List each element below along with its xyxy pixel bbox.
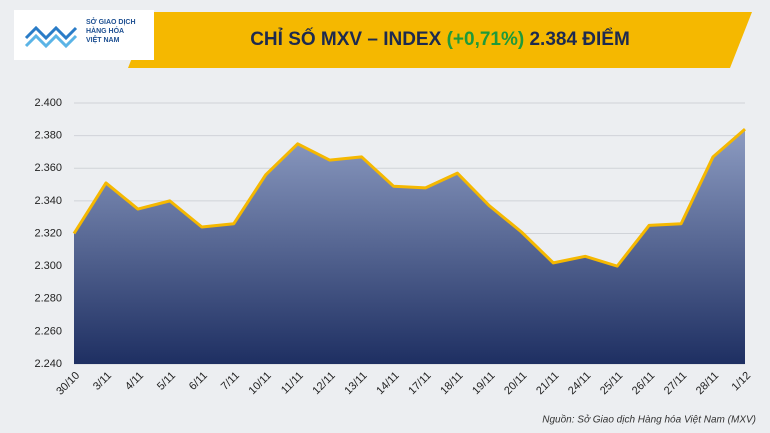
y-tick-label: 2.400 xyxy=(34,97,62,109)
x-tick-label: 21/11 xyxy=(534,370,561,397)
x-tick-label: 26/11 xyxy=(630,370,657,397)
y-tick-label: 2.360 xyxy=(34,162,62,174)
y-tick-label: 2.240 xyxy=(34,358,62,370)
area-fill xyxy=(74,129,745,364)
x-tick-label: 1/12 xyxy=(730,370,754,394)
title-text: CHỈ SỐ MXV – INDEX xyxy=(250,28,441,50)
x-tick-label: 5/11 xyxy=(155,370,178,393)
x-tick-label: 4/11 xyxy=(123,370,146,393)
x-tick-label: 24/11 xyxy=(566,370,593,397)
x-tick-label: 7/11 xyxy=(219,370,242,393)
y-tick-label: 2.320 xyxy=(34,227,62,239)
x-tick-label: 17/11 xyxy=(406,370,433,397)
logo-text: VIỆT NAM xyxy=(86,35,120,44)
title-value: 2.384 ĐIỂM xyxy=(529,28,629,50)
logo-icon xyxy=(24,25,78,49)
title-change: (+0,71%) xyxy=(447,29,525,50)
x-tick-label: 20/11 xyxy=(502,370,529,397)
x-tick-label: 11/11 xyxy=(279,370,306,397)
x-tick-label: 10/11 xyxy=(247,370,274,397)
y-tick-label: 2.380 xyxy=(34,130,62,142)
logo-text: SỞ GIAO DỊCH xyxy=(86,17,136,26)
x-tick-label: 13/11 xyxy=(342,370,369,397)
x-tick-label: 28/11 xyxy=(694,370,721,397)
y-tick-label: 2.260 xyxy=(34,325,62,337)
x-tick-label: 19/11 xyxy=(470,370,497,397)
x-tick-label: 14/11 xyxy=(374,370,401,397)
source-note: Nguồn: Sở Giao dịch Hàng hóa Việt Nam (M… xyxy=(542,414,756,426)
x-tick-label: 30/10 xyxy=(54,370,82,398)
x-tick-label: 25/11 xyxy=(598,370,625,397)
logo-text: HÀNG HÓA xyxy=(86,26,124,35)
line xyxy=(72,127,746,268)
x-tick-label: 3/11 xyxy=(91,370,114,393)
y-tick-label: 2.340 xyxy=(34,195,62,207)
x-tick-label: 12/11 xyxy=(310,370,337,397)
y-tick-label: 2.280 xyxy=(34,293,62,305)
chart-title: CHỈ SỐ MXV – INDEX (+0,71%) 2.384 ĐIỂM xyxy=(250,28,630,50)
x-tick-label: 18/11 xyxy=(438,370,465,397)
logo-box xyxy=(14,10,154,60)
y-tick-label: 2.300 xyxy=(34,260,62,272)
x-tick-label: 6/11 xyxy=(187,370,210,393)
title-banner xyxy=(128,12,752,68)
x-tick-label: 27/11 xyxy=(662,370,689,397)
